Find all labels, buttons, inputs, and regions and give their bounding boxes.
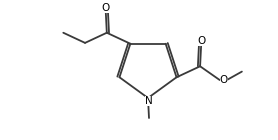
Text: O: O xyxy=(197,36,205,46)
Text: N: N xyxy=(145,96,153,106)
Text: O: O xyxy=(220,75,228,85)
Text: O: O xyxy=(102,3,110,13)
